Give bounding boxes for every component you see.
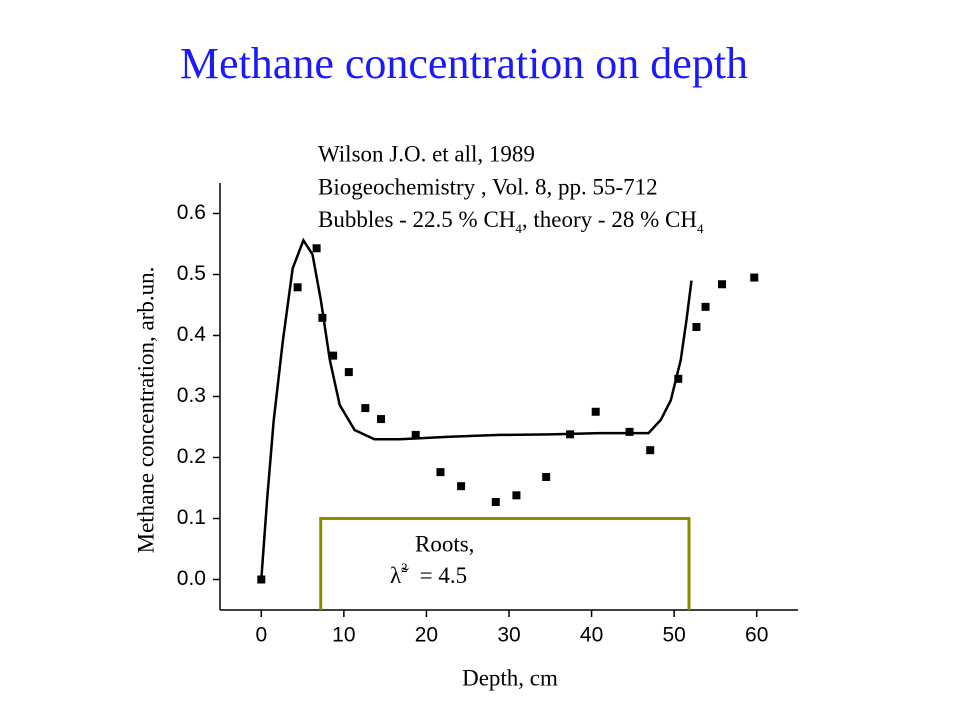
- data-point: [591, 407, 600, 416]
- y-tick-label: 0.2: [177, 445, 206, 468]
- data-point: [436, 468, 445, 477]
- x-tick-label: 50: [662, 624, 685, 647]
- x-tick-label: 20: [415, 624, 438, 647]
- x-tick-label: 60: [745, 624, 768, 647]
- data-point: [361, 404, 370, 413]
- fit-line: [260, 237, 693, 580]
- data-point: [646, 446, 655, 455]
- data-point: [542, 473, 551, 482]
- text-part: Bubbles - 22.5 % CH: [318, 207, 515, 232]
- x-tick-label: 10: [332, 624, 355, 647]
- data-point: [718, 280, 727, 289]
- text-part: , theory - 28 % CH: [522, 207, 697, 232]
- value-text: = 4.5: [420, 563, 467, 588]
- data-point: [344, 368, 353, 377]
- data-point: [701, 302, 710, 311]
- x-tick-label: 30: [497, 624, 520, 647]
- data-point: [674, 374, 683, 383]
- data-point: [491, 498, 500, 507]
- subscript: 4: [697, 221, 704, 236]
- reference-line: Bubbles - 22.5 % CH4, theory - 28 % CH4: [318, 207, 704, 236]
- y-tick-label: 0.0: [177, 567, 206, 590]
- x-tick-label: 0: [255, 624, 267, 647]
- annotation-text: Roots,: [415, 531, 474, 556]
- y-tick-label: 0.5: [177, 262, 206, 285]
- data-point: [293, 283, 302, 292]
- roots-bracket: [319, 517, 691, 610]
- y-tick-label: 0.6: [177, 201, 206, 224]
- data-point: [411, 430, 420, 439]
- x-axis-label: Depth, cm: [462, 665, 558, 690]
- data-point: [512, 491, 521, 500]
- data-point: [457, 482, 466, 491]
- reference-line: Biogeochemistry , Vol. 8, pp. 55-712: [318, 174, 658, 199]
- data-point: [329, 351, 338, 360]
- superscript: 2: [401, 560, 408, 575]
- y-tick-label: 0.3: [177, 384, 206, 407]
- data-point: [312, 244, 321, 253]
- subscript: 4: [515, 221, 522, 236]
- y-tick-label: 0.1: [177, 506, 206, 529]
- slide-title: Methane concentration on depth: [180, 39, 748, 88]
- y-tick-label: 0.4: [177, 323, 207, 346]
- annotation-stat: λ̃2 = 4.5: [390, 560, 467, 588]
- data-point: [692, 322, 701, 331]
- y-axis-label: Methane concentration, arb.un.: [133, 267, 158, 554]
- x-tick-label: 40: [580, 624, 603, 647]
- data-point: [750, 273, 759, 282]
- data-point: [377, 415, 386, 424]
- reference-line: Wilson J.O. et all, 1989: [318, 141, 535, 166]
